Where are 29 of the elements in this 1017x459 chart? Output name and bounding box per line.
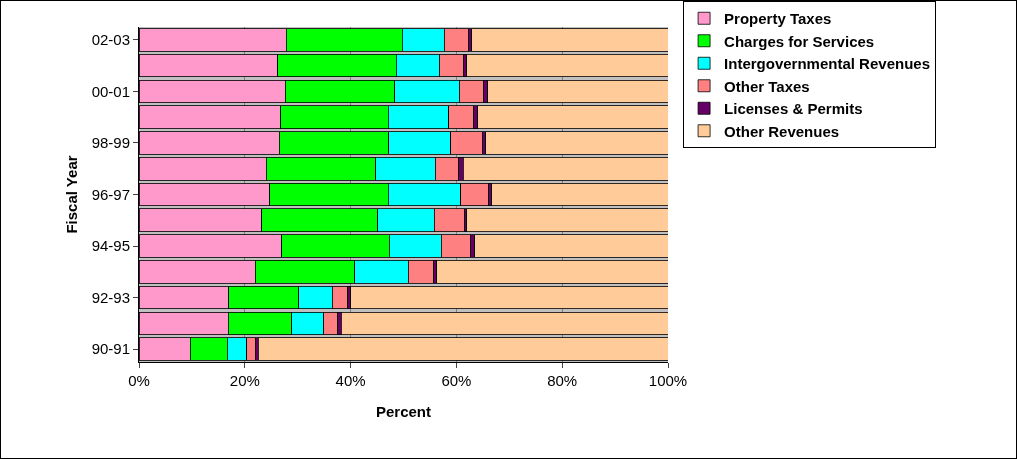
bar <box>436 260 668 284</box>
bar <box>462 156 668 181</box>
y-axis-title: Fiscal Year <box>62 155 80 234</box>
bar <box>491 182 668 207</box>
x-tick-label: 20% <box>229 372 260 389</box>
x-tick-label: 0% <box>128 372 150 389</box>
x-tick-label: 60% <box>441 372 472 389</box>
bar <box>485 131 668 155</box>
y-tick-label: 96-97 <box>91 185 130 203</box>
x-tick-label: 40% <box>335 372 366 389</box>
x-tick-label: 80% <box>547 372 578 389</box>
y-tick-label: 94-95 <box>91 237 130 255</box>
legend-label: Intergovernmental Revenues <box>724 55 930 73</box>
bar <box>477 105 668 129</box>
x-axis-title: Percent <box>375 403 432 420</box>
y-tick-label: 98-99 <box>91 134 130 152</box>
legend-label: Licenses & Permits <box>724 100 863 118</box>
bar <box>471 28 668 52</box>
legend-label: Other Revenues <box>724 122 840 140</box>
y-tick-label: 90-91 <box>91 340 130 358</box>
bar <box>474 234 668 258</box>
x-tick-label: 100% <box>648 372 688 389</box>
legend-label: Other Taxes <box>724 77 810 95</box>
y-tick-label: 02-03 <box>91 31 130 49</box>
bar <box>466 208 668 233</box>
legend-label: Property Taxes <box>724 10 832 28</box>
legend-label: Charges for Services <box>724 32 875 50</box>
y-tick-label: 00-01 <box>91 82 130 100</box>
y-tick-label: 92-93 <box>91 288 130 306</box>
